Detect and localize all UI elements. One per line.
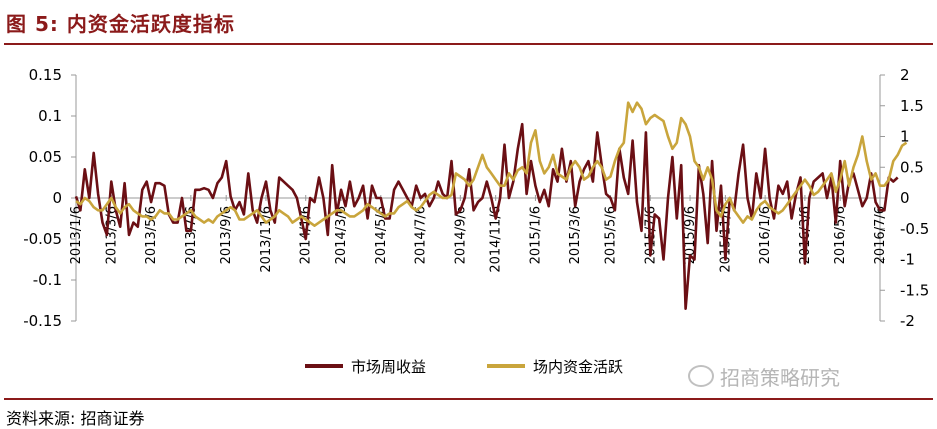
footer-divider	[4, 398, 933, 400]
source-note: 资料来源: 招商证券	[6, 409, 145, 428]
x-tick-label: 2016/7/6	[873, 206, 888, 264]
y-right-tick-label: 1	[900, 128, 910, 146]
chart-header: 图 5: 内资金活跃度指标	[6, 8, 235, 40]
chart-title: 图 5: 内资金活跃度指标	[6, 12, 235, 36]
y-left-tick-label: 0.05	[29, 148, 62, 166]
y-right-tick-label: 2	[900, 66, 910, 84]
legend-label: 场内资金活跃	[533, 358, 623, 376]
y-right-tick-label: 0.5	[900, 158, 924, 176]
y-left-tick-label: 0.15	[29, 66, 62, 84]
x-tick-label: 2014/9/6	[453, 206, 468, 264]
watermark: 招商策略研究	[688, 362, 840, 391]
y-left-tick-label: -0.1	[33, 271, 62, 289]
y-left-tick-label: 0	[52, 189, 62, 207]
x-tick-label: 2015/5/6	[604, 206, 619, 264]
x-tick-label: 2013/9/6	[219, 206, 234, 264]
series-line-market-return	[74, 122, 899, 311]
x-tick-label: 2015/1/6	[528, 206, 543, 264]
x-tick-label: 2013/11/6	[259, 206, 274, 273]
x-tick-label: 2014/11/6	[489, 206, 504, 273]
watermark-text: 招商策略研究	[720, 366, 840, 390]
x-tick-label: 2014/3/6	[334, 206, 349, 264]
y-right-tick-label: -1.5	[900, 281, 929, 299]
x-tick-label: 2013/7/6	[184, 206, 199, 264]
y-left-tick-label: -0.15	[23, 312, 62, 330]
y-right-tick-label: -1	[900, 251, 915, 269]
y-right-tick-label: 1.5	[900, 97, 924, 115]
header-divider	[4, 43, 933, 45]
line-chart: 0.15 0.1 0.05 0 -0.05 -0.1 -0.15 2 1.5 1 0.5 0 -0.5 -…	[23, 66, 929, 376]
legend-label: 市场周收益	[351, 358, 426, 376]
wechat-logo-icon	[688, 365, 714, 387]
y-right-tick-label: -0.5	[900, 220, 929, 238]
x-tick-label: 2014/5/6	[374, 206, 389, 264]
x-tick-label: 2014/7/6	[414, 206, 429, 264]
y-right-tick-label: -2	[900, 312, 915, 330]
x-tick-label: 2016/1/6	[758, 206, 773, 264]
x-tick-label: 2013/5/6	[144, 206, 159, 264]
y-left-tick-label: 0.1	[38, 107, 62, 125]
series-line-fund-activity	[75, 101, 908, 227]
x-tick-label: 2013/1/6	[69, 206, 84, 264]
y-right-tick-label: 0	[900, 189, 910, 207]
y-left-tick-label: -0.05	[23, 230, 62, 248]
x-tick-label: 2015/3/6	[568, 206, 583, 264]
